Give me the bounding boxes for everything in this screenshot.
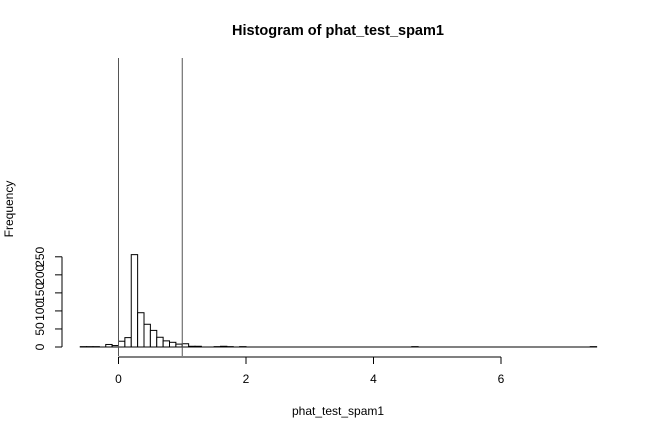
y-axis-label: Frequency xyxy=(2,181,16,238)
histogram-bar xyxy=(119,341,125,347)
histogram-bar xyxy=(131,255,137,347)
y-tick-label: 50 xyxy=(33,322,47,336)
histogram-bar xyxy=(157,337,163,347)
histogram-bar xyxy=(150,330,156,347)
histogram-bar xyxy=(163,341,169,347)
x-tick-label: 2 xyxy=(243,372,250,386)
y-tick-label: 250 xyxy=(33,246,47,266)
x-tick-label: 4 xyxy=(370,372,377,386)
histogram-bars xyxy=(80,255,596,347)
x-axis-label: phat_test_spam1 xyxy=(292,404,384,418)
reference-lines xyxy=(119,58,183,356)
histogram-bar xyxy=(170,342,176,347)
x-axis: 0 2 4 6 xyxy=(115,357,505,386)
x-tick-label: 0 xyxy=(115,372,122,386)
histogram-bar xyxy=(144,324,150,347)
x-tick-label: 6 xyxy=(498,372,505,386)
histogram-bar xyxy=(125,338,131,347)
chart-title: Histogram of phat_test_spam1 xyxy=(232,23,444,39)
y-tick-label: 0 xyxy=(33,343,47,350)
histogram-bar xyxy=(138,313,144,347)
